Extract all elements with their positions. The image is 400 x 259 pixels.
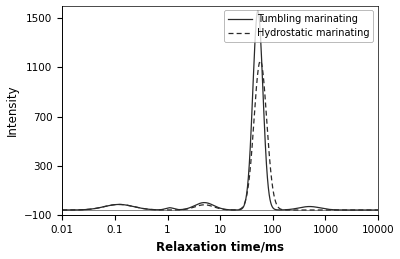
Hydrostatic marinating xyxy=(294,208,299,212)
Legend: Tumbling marinating, Hydrostatic marinating: Tumbling marinating, Hydrostatic marinat… xyxy=(224,10,373,42)
Tumbling marinating xyxy=(247,165,252,168)
Hydrostatic marinating xyxy=(174,208,179,211)
Tumbling marinating xyxy=(256,9,260,12)
Tumbling marinating xyxy=(174,208,179,211)
X-axis label: Relaxation time/ms: Relaxation time/ms xyxy=(156,240,284,254)
Y-axis label: Intensity: Intensity xyxy=(6,84,18,136)
Hydrostatic marinating xyxy=(315,208,320,212)
Tumbling marinating xyxy=(311,205,316,208)
Hydrostatic marinating xyxy=(60,208,65,212)
Hydrostatic marinating xyxy=(247,178,252,181)
Hydrostatic marinating xyxy=(376,208,380,212)
Hydrostatic marinating xyxy=(258,59,263,62)
Hydrostatic marinating xyxy=(260,71,265,74)
Hydrostatic marinating xyxy=(76,208,80,211)
Tumbling marinating xyxy=(376,208,380,212)
Hydrostatic marinating xyxy=(311,208,316,212)
Tumbling marinating xyxy=(60,208,65,212)
Line: Hydrostatic marinating: Hydrostatic marinating xyxy=(62,61,378,210)
Tumbling marinating xyxy=(76,208,80,211)
Line: Tumbling marinating: Tumbling marinating xyxy=(62,11,378,210)
Tumbling marinating xyxy=(294,207,299,210)
Tumbling marinating xyxy=(260,90,265,93)
